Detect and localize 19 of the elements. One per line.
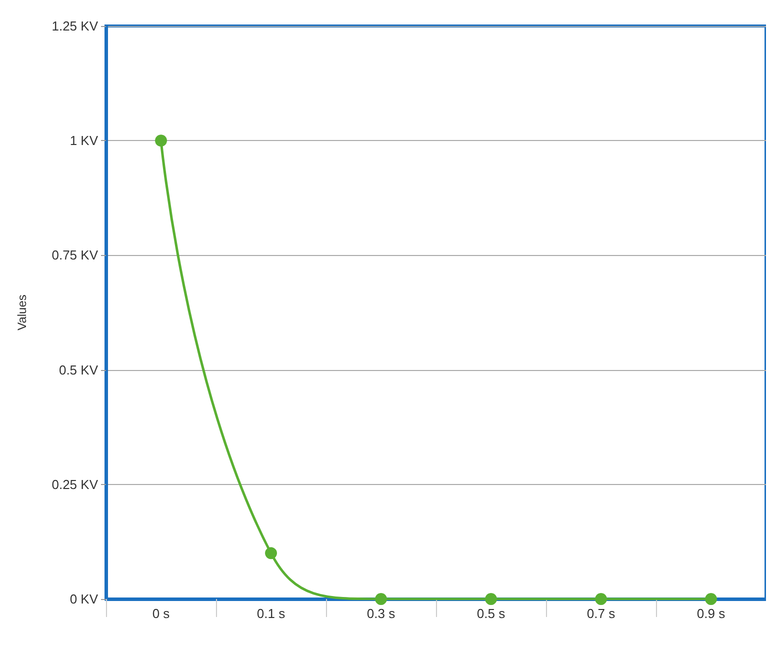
x-tick-label: 0.9 s xyxy=(696,606,726,621)
point xyxy=(375,593,387,605)
point xyxy=(485,593,497,605)
x-tick-label: 0.5 s xyxy=(476,606,506,621)
y-tick-label: 0.5 KV xyxy=(58,362,98,378)
x-tick-label: 0.3 s xyxy=(366,606,396,621)
x-tick-label: 0.7 s xyxy=(586,606,616,621)
y-tick-label: 0 KV xyxy=(70,592,98,606)
x-tick-label: 0.1 s xyxy=(256,606,286,621)
point xyxy=(705,593,717,605)
y-tick-label: 0.25 KV xyxy=(52,476,98,492)
point xyxy=(265,547,277,560)
y-tick-label: 1 KV xyxy=(70,133,98,148)
point xyxy=(595,593,607,605)
y-tick-label: 0.75 KV xyxy=(52,248,98,263)
y-tick-label: 1.25 KV xyxy=(52,18,98,34)
x-tick-label: 0 s xyxy=(152,606,170,621)
y-axis-title: Values xyxy=(15,294,29,330)
point xyxy=(155,134,167,147)
